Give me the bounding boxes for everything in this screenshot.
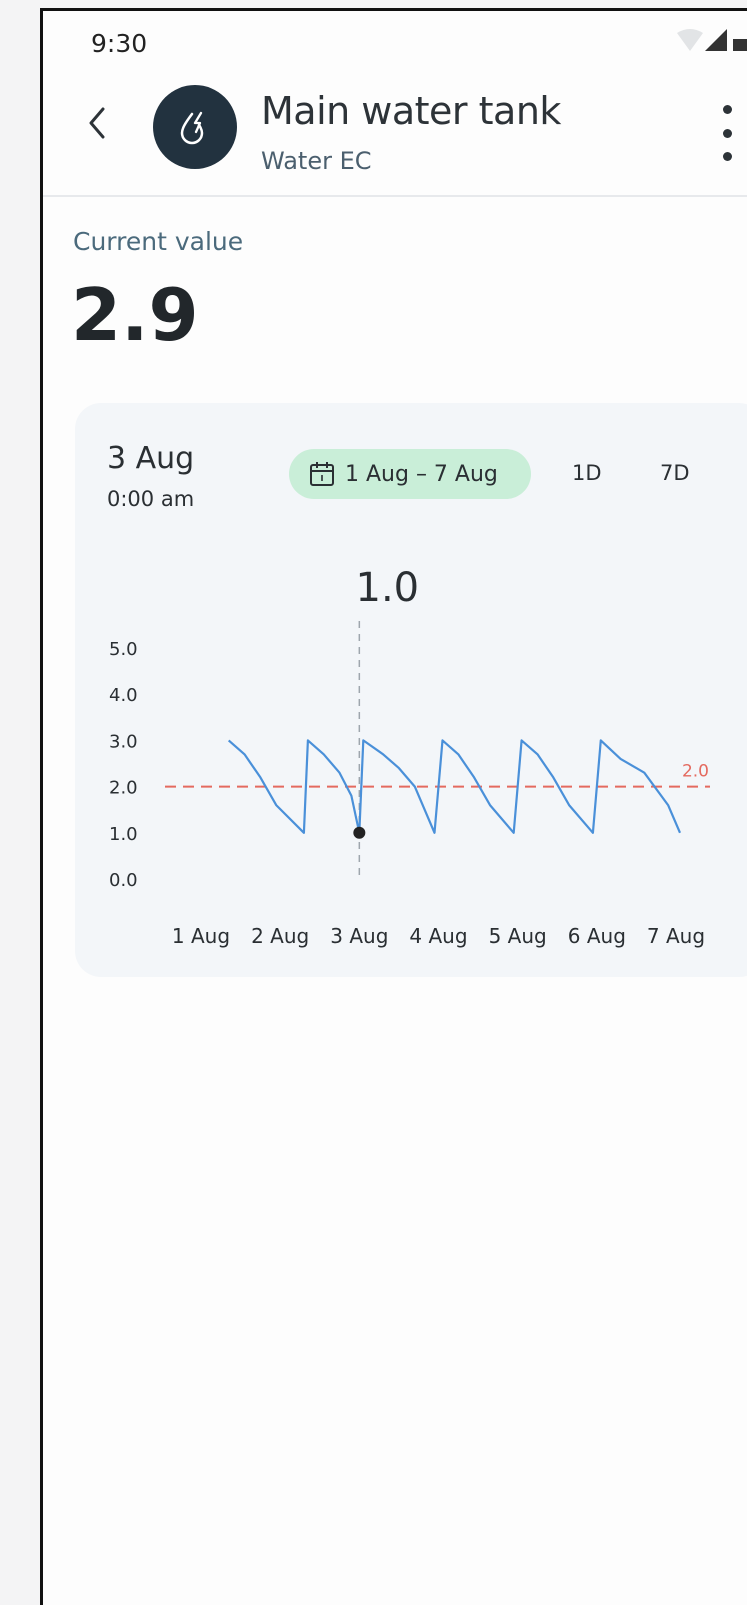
x-tick-label: 4 Aug [409,924,467,948]
x-tick-label: 1 Aug [172,924,230,948]
y-tick-label: 4.0 [109,685,138,706]
y-tick-label: 5.0 [109,639,138,660]
y-tick-label: 0.0 [109,870,138,891]
chevron-left-icon [89,107,105,139]
wifi-icon [677,29,703,51]
x-tick-label: 6 Aug [568,924,626,948]
selected-point [353,826,366,839]
date-range-chip[interactable]: 1 Aug – 7 Aug [289,449,531,499]
period-1d-button[interactable]: 1D [572,461,602,485]
battery-icon [733,39,747,51]
water-drop-bolt-icon [180,111,204,145]
more-options-button[interactable] [715,105,739,161]
back-button[interactable] [79,105,115,141]
phone-frame: 9:30 Main water tank Water EC Current va… [40,8,747,1605]
calendar-icon [310,462,334,486]
selected-time: 0:00 am [107,487,195,511]
x-tick-label: 7 Aug [647,924,705,948]
page-subtitle: Water EC [261,147,372,175]
app-bar: Main water tank Water EC [43,67,747,197]
x-tick-label: 5 Aug [489,924,547,948]
selected-value-label: 1.0 [356,565,420,611]
period-7d-button[interactable]: 7D [660,461,690,485]
chart-card: 3 Aug 0:00 am 1 Aug – 7 Aug 1D 7D 0.0 1.0… [75,403,747,977]
signal-icon [705,29,727,51]
current-value-label: Current value [73,227,244,256]
x-tick-label: 2 Aug [251,924,309,948]
series-line [227,739,682,834]
date-range-label: 1 Aug – 7 Aug [345,461,498,487]
threshold-label: 2.0 [682,762,709,782]
status-bar: 9:30 [43,11,747,67]
more-vert-icon [722,105,732,114]
current-value: 2.9 [71,273,199,357]
page-title: Main water tank [261,89,561,133]
avatar [153,85,237,169]
status-icons [677,29,747,51]
y-tick-label: 2.0 [109,778,138,799]
x-tick-label: 3 Aug [330,924,388,948]
y-tick-label: 1.0 [109,824,138,845]
selected-date: 3 Aug [107,441,195,476]
y-tick-label: 3.0 [109,731,138,752]
status-time: 9:30 [91,29,148,58]
line-chart: 0.0 1.0 2.0 3.0 4.0 5.0 1 Aug 2 Aug 3 Aug 4 Aug 5 … [109,565,710,948]
